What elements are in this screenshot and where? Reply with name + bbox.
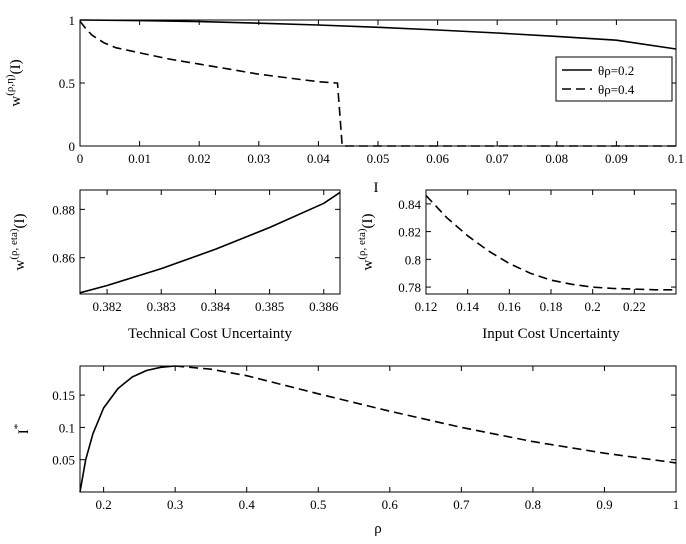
x-tick-label: 0.384 [201, 299, 231, 314]
y-axis-label-main: w [8, 96, 24, 107]
y-axis-label-sup: (ρ, eta) [356, 228, 368, 259]
stray-axis-label: I [374, 180, 379, 196]
x-tick-label: 0.385 [255, 299, 284, 314]
x-tick-label: 0.2 [585, 299, 601, 314]
series-line-solid-0 [79, 365, 176, 493]
y-axis-label-tail: (I) [12, 214, 28, 229]
y-tick-label: 0.1 [59, 420, 75, 435]
y-axis-label: w(ρ,η)(I) [4, 59, 24, 106]
y-axis-label-sup: (ρ,η) [4, 74, 16, 96]
x-tick-label: 0 [77, 151, 84, 166]
y-tick-label: 0.78 [398, 280, 421, 295]
y-tick-label: 0.15 [52, 388, 75, 403]
x-tick-label: 0.8 [525, 497, 541, 512]
x-tick-label: 0.04 [307, 151, 330, 166]
x-tick-label: 0.05 [367, 151, 390, 166]
legend-box [555, 56, 673, 102]
y-tick-label: 0.82 [398, 225, 421, 240]
x-tick-label: 0.3 [167, 497, 183, 512]
y-tick-label: 0 [69, 139, 76, 154]
x-tick-label: 0.06 [426, 151, 449, 166]
x-tick-label: 0.03 [247, 151, 270, 166]
y-axis-label-sup: (ρ, eta) [8, 228, 20, 259]
y-axis-label: I* [12, 424, 32, 435]
x-axis-label: ρ [374, 521, 382, 537]
legend-entry-1: θρ=0.4 [598, 82, 635, 97]
y-axis-label-sup: * [12, 424, 24, 430]
panel-top-w-vs-I: 0 0.01 0.02 0.03 0.04 0.05 0.06 0.07 0.08 0.09 0.1… [4, 13, 684, 166]
x-tick-label: 0.382 [92, 299, 121, 314]
y-tick-label: 0.84 [398, 197, 421, 212]
plot-frame [79, 365, 677, 493]
y-axis-label-main: I [16, 429, 32, 434]
legend-entry-0: θρ=0.2 [598, 63, 634, 78]
x-tick-label: 0.386 [309, 299, 339, 314]
x-axis-label: Input Cost Uncertainty [482, 326, 620, 342]
series-line-solid-0 [79, 19, 677, 50]
x-tick-label: 0.07 [486, 151, 509, 166]
x-tick-label: 0.01 [128, 151, 151, 166]
plot-frame [79, 189, 341, 295]
y-axis-label-main: w [360, 259, 376, 270]
series-line-dashed-1 [175, 365, 677, 464]
x-tick-label: 1 [673, 497, 680, 512]
series-line-dashed-1 [79, 20, 676, 147]
y-tick-label: 0.86 [52, 251, 75, 266]
y-tick-label: 1 [69, 13, 76, 28]
x-tick-label: 0.4 [239, 497, 256, 512]
x-tick-label: 0.383 [147, 299, 176, 314]
x-tick-label: 0.6 [382, 497, 399, 512]
series-line-solid-0 [79, 191, 341, 294]
x-tick-label: 0.2 [95, 497, 111, 512]
panel-technical-cost: 0.382 0.383 0.384 0.385 0.386 0.86 0.88 w(ρ, et… [8, 189, 341, 342]
x-tick-label: 0.18 [540, 299, 563, 314]
x-tick-label: 0.02 [188, 151, 211, 166]
x-tick-label: 0.08 [545, 151, 568, 166]
x-tick-label: 0.09 [605, 151, 628, 166]
x-tick-label: 0.9 [596, 497, 612, 512]
y-tick-label: 0.88 [52, 202, 75, 217]
plot-frame [425, 189, 677, 295]
y-tick-label: 0.8 [405, 252, 421, 267]
x-tick-label: 0.22 [623, 299, 646, 314]
y-axis-label-main: w [12, 259, 28, 270]
x-tick-label: 0.5 [310, 497, 326, 512]
y-tick-label: 0.5 [59, 76, 75, 91]
y-axis-label: w(ρ, eta)(I) [8, 214, 28, 271]
panel-I-star-vs-rho: 0.2 0.3 0.4 0.5 0.6 0.7 0.8 0.9 1 0.05 0.1 0.15 I* ρ [12, 365, 680, 537]
x-tick-label: 0.16 [498, 299, 521, 314]
x-axis-label: Technical Cost Uncertainty [128, 326, 292, 342]
y-axis-label-tail: (I) [8, 59, 24, 74]
y-axis-label: w(ρ, eta)(I) [356, 214, 376, 271]
panel-input-cost: 0.12 0.14 0.16 0.18 0.2 0.220.780.80.820.84w(… [356, 189, 677, 342]
y-axis-label-tail: (I) [360, 214, 376, 229]
x-tick-label: 0.14 [456, 299, 479, 314]
series-line-dashed-0 [425, 194, 676, 291]
x-tick-label: 0.7 [453, 497, 470, 512]
legend: θρ=0.2 θρ=0.4 [555, 56, 673, 102]
y-tick-label: 0.05 [52, 453, 75, 468]
x-tick-label: 0.12 [415, 299, 438, 314]
x-tick-label: 0.1 [668, 151, 684, 166]
